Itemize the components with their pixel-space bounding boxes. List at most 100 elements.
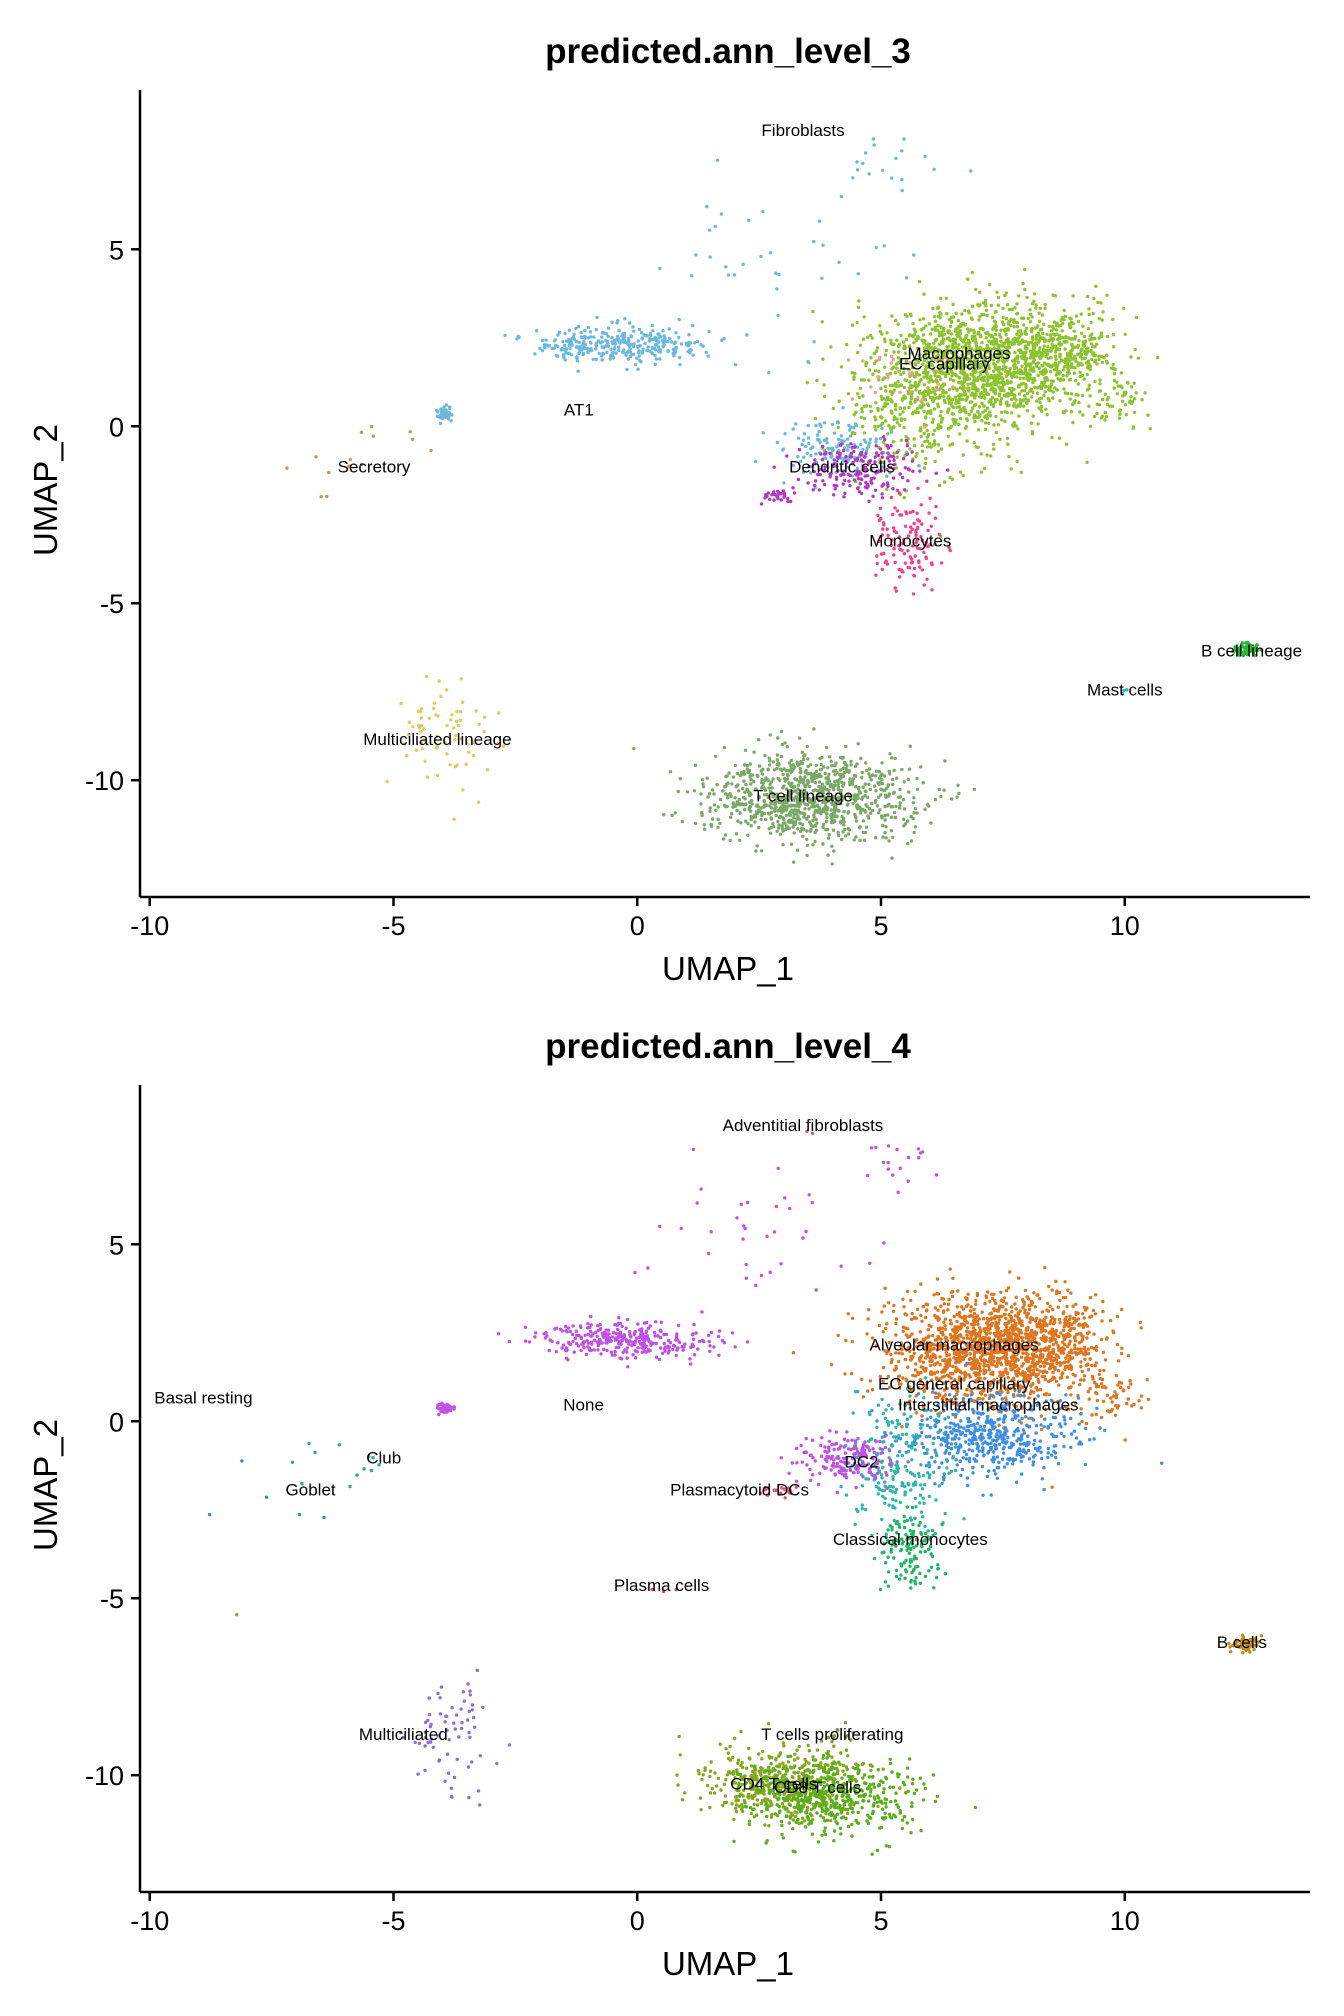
data-point <box>973 362 977 366</box>
data-point <box>1016 427 1020 431</box>
data-point <box>961 474 965 478</box>
data-point <box>575 359 580 363</box>
data-point <box>869 778 873 782</box>
data-point <box>902 385 906 390</box>
data-point <box>1026 316 1031 321</box>
data-point <box>819 762 823 767</box>
data-point <box>999 410 1004 414</box>
data-point <box>886 398 891 402</box>
data-point <box>911 801 916 805</box>
data-point <box>926 371 930 375</box>
data-point <box>947 545 951 550</box>
data-point <box>967 412 971 417</box>
data-point <box>928 542 932 547</box>
data-point <box>885 467 889 472</box>
data-point <box>837 833 841 838</box>
data-point <box>985 453 989 457</box>
data-point <box>980 378 984 382</box>
data-point <box>856 272 860 276</box>
data-point <box>894 466 898 470</box>
data-point <box>1010 1310 1014 1314</box>
data-point <box>1018 376 1022 380</box>
data-point <box>1022 323 1026 327</box>
data-point <box>419 724 424 728</box>
data-point <box>805 451 809 456</box>
data-point <box>768 251 773 255</box>
data-point <box>848 428 852 432</box>
data-point <box>913 330 918 334</box>
data-point <box>736 789 741 793</box>
data-point <box>904 434 908 439</box>
data-point <box>927 511 931 515</box>
data-point <box>933 328 938 332</box>
data-point <box>1073 337 1077 341</box>
data-point <box>1061 368 1066 372</box>
data-point <box>773 807 777 811</box>
data-point <box>891 791 896 795</box>
data-point <box>583 328 587 333</box>
data-point <box>970 334 974 338</box>
data-point <box>914 533 918 537</box>
data-point <box>1069 363 1073 368</box>
data-point <box>990 402 994 407</box>
data-point <box>684 341 688 345</box>
data-point <box>1045 1361 1050 1366</box>
data-point <box>1037 319 1042 323</box>
data-point <box>962 380 966 385</box>
data-point <box>1030 395 1034 399</box>
data-point <box>867 806 872 811</box>
data-point <box>931 368 935 372</box>
data-point <box>874 573 878 577</box>
data-point <box>1018 350 1023 355</box>
data-point <box>925 445 930 449</box>
data-point <box>914 388 918 392</box>
data-point <box>591 357 595 361</box>
data-point <box>1013 350 1017 355</box>
data-point <box>845 763 849 768</box>
data-point <box>800 761 805 766</box>
data-point <box>892 547 896 551</box>
data-point <box>1005 379 1009 383</box>
data-point <box>456 723 461 728</box>
data-point <box>1068 378 1072 382</box>
data-point <box>1112 367 1116 371</box>
data-point <box>846 811 850 815</box>
data-point <box>1103 392 1108 396</box>
data-point <box>953 372 957 377</box>
data-point <box>917 559 921 563</box>
data-point <box>948 377 953 381</box>
data-point <box>964 1329 969 1334</box>
data-point <box>563 331 567 336</box>
data-point <box>880 533 885 537</box>
data-point <box>939 561 944 565</box>
data-point <box>874 451 879 455</box>
data-point <box>572 332 576 337</box>
data-point <box>822 383 826 387</box>
data-point <box>777 823 781 827</box>
data-point <box>600 331 605 335</box>
data-point <box>923 425 927 429</box>
data-point <box>1003 345 1008 349</box>
data-point <box>1004 317 1009 321</box>
data-point <box>969 316 974 320</box>
data-point <box>912 811 916 815</box>
data-point <box>729 794 733 798</box>
data-point <box>1026 1297 1031 1301</box>
data-point <box>801 834 805 838</box>
data-point <box>846 827 850 831</box>
data-point <box>1007 351 1012 355</box>
data-point <box>988 410 992 414</box>
data-point <box>898 472 902 476</box>
data-point <box>444 410 448 415</box>
data-point <box>1001 315 1005 320</box>
data-point <box>927 389 931 393</box>
data-point <box>912 521 916 526</box>
data-point <box>999 397 1004 401</box>
data-point <box>948 324 953 329</box>
data-point <box>972 380 976 384</box>
data-point <box>1028 308 1032 312</box>
data-point <box>889 338 893 342</box>
data-point <box>589 348 594 353</box>
data-point <box>988 356 992 360</box>
data-point <box>1013 362 1017 367</box>
